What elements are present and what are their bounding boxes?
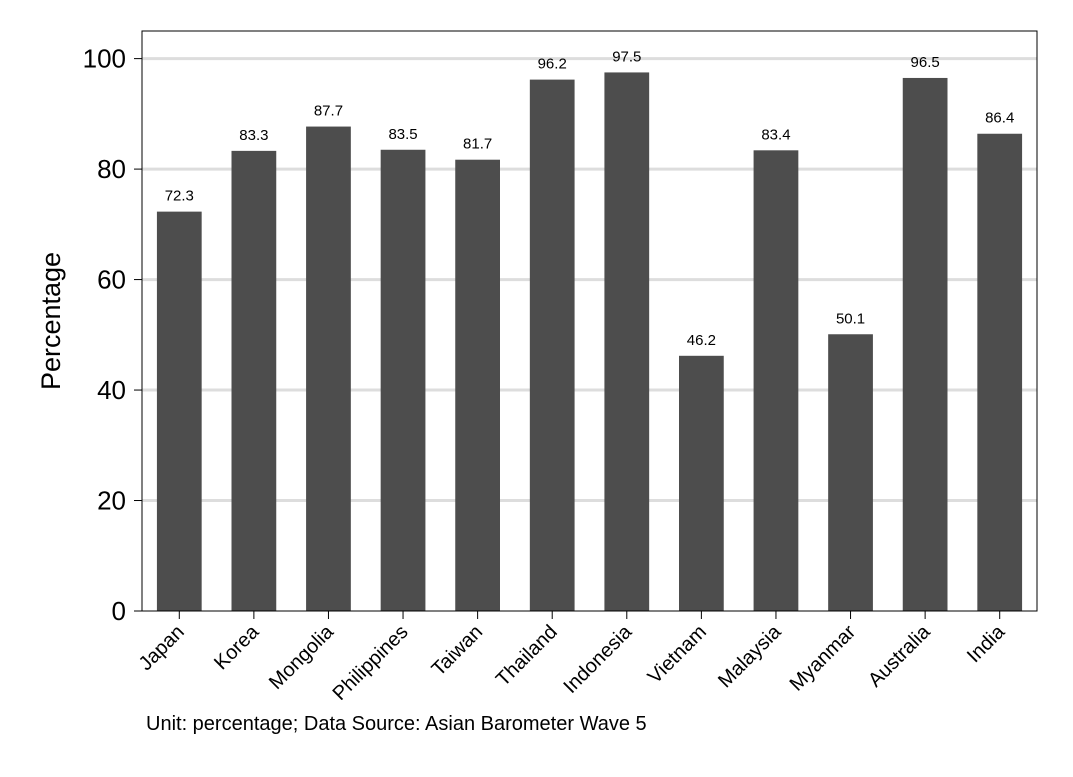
y-tick-label: 20: [97, 486, 126, 516]
bars: [156, 72, 1023, 612]
y-axis-label: Percentage: [36, 252, 66, 390]
data-label: 86.4: [985, 110, 1014, 127]
bar-australia: [902, 77, 948, 611]
data-label: 83.4: [761, 126, 790, 143]
bar-korea: [231, 150, 277, 611]
data-label: 83.3: [239, 127, 268, 144]
data-label: 81.7: [463, 136, 492, 153]
x-tick-label: Thailand: [492, 621, 562, 691]
data-labels: 72.3 83.3 87.7 83.5 81.7 96.2 97.5 46.2 83.4 50.1…: [165, 48, 1015, 348]
bar-indonesia: [604, 72, 650, 611]
grid-lines: [142, 57, 1037, 503]
data-label: 50.1: [836, 310, 865, 327]
bar-japan: [156, 211, 202, 611]
bar-india: [977, 133, 1023, 611]
data-label: 72.3: [165, 188, 194, 205]
x-tick-label: Indonesia: [559, 620, 637, 698]
data-label: 96.2: [538, 56, 567, 73]
bar-philippines: [380, 149, 426, 611]
x-tick-label: Mongolia: [265, 620, 339, 694]
x-tick-label: Myanmar: [786, 621, 861, 696]
bar-thailand: [529, 79, 575, 612]
data-label: 96.5: [911, 54, 940, 71]
x-tick-label: India: [963, 620, 1010, 667]
y-tick-label: 40: [97, 375, 126, 405]
data-label: 83.5: [388, 126, 417, 143]
x-tick-label: Malaysia: [714, 620, 786, 692]
data-label: 97.5: [612, 48, 641, 65]
y-tick-label: 0: [112, 596, 126, 626]
x-tick-label: Korea: [210, 620, 264, 674]
data-label: 87.7: [314, 103, 343, 120]
bar-malaysia: [753, 150, 799, 612]
data-label: 46.2: [687, 332, 716, 349]
plot-frame: [141, 30, 1038, 612]
x-tick-label: Philippines: [329, 621, 413, 700]
source-caption: Unit: percentage; Data Source: Asian Bar…: [146, 713, 647, 735]
x-tick-label: Vietnam: [644, 621, 711, 688]
bar-taiwan: [455, 159, 500, 611]
y-axis-ticks: 0 20 40 60 80 100: [83, 44, 142, 626]
y-tick-label: 60: [97, 265, 126, 295]
bar-chart: 72.3 83.3 87.7 83.5 81.7 96.2 97.5 46.2 83.4 50.1…: [36, 30, 1038, 700]
x-tick-label: Japan: [135, 621, 189, 675]
bar-myanmar: [828, 334, 873, 611]
y-tick-label: 100: [83, 44, 126, 74]
bar-vietnam: [679, 355, 724, 611]
y-tick-label: 80: [97, 154, 126, 184]
x-tick-label: Australia: [864, 620, 935, 691]
bar-mongolia: [306, 126, 351, 612]
x-tick-label: Taiwan: [428, 621, 488, 681]
